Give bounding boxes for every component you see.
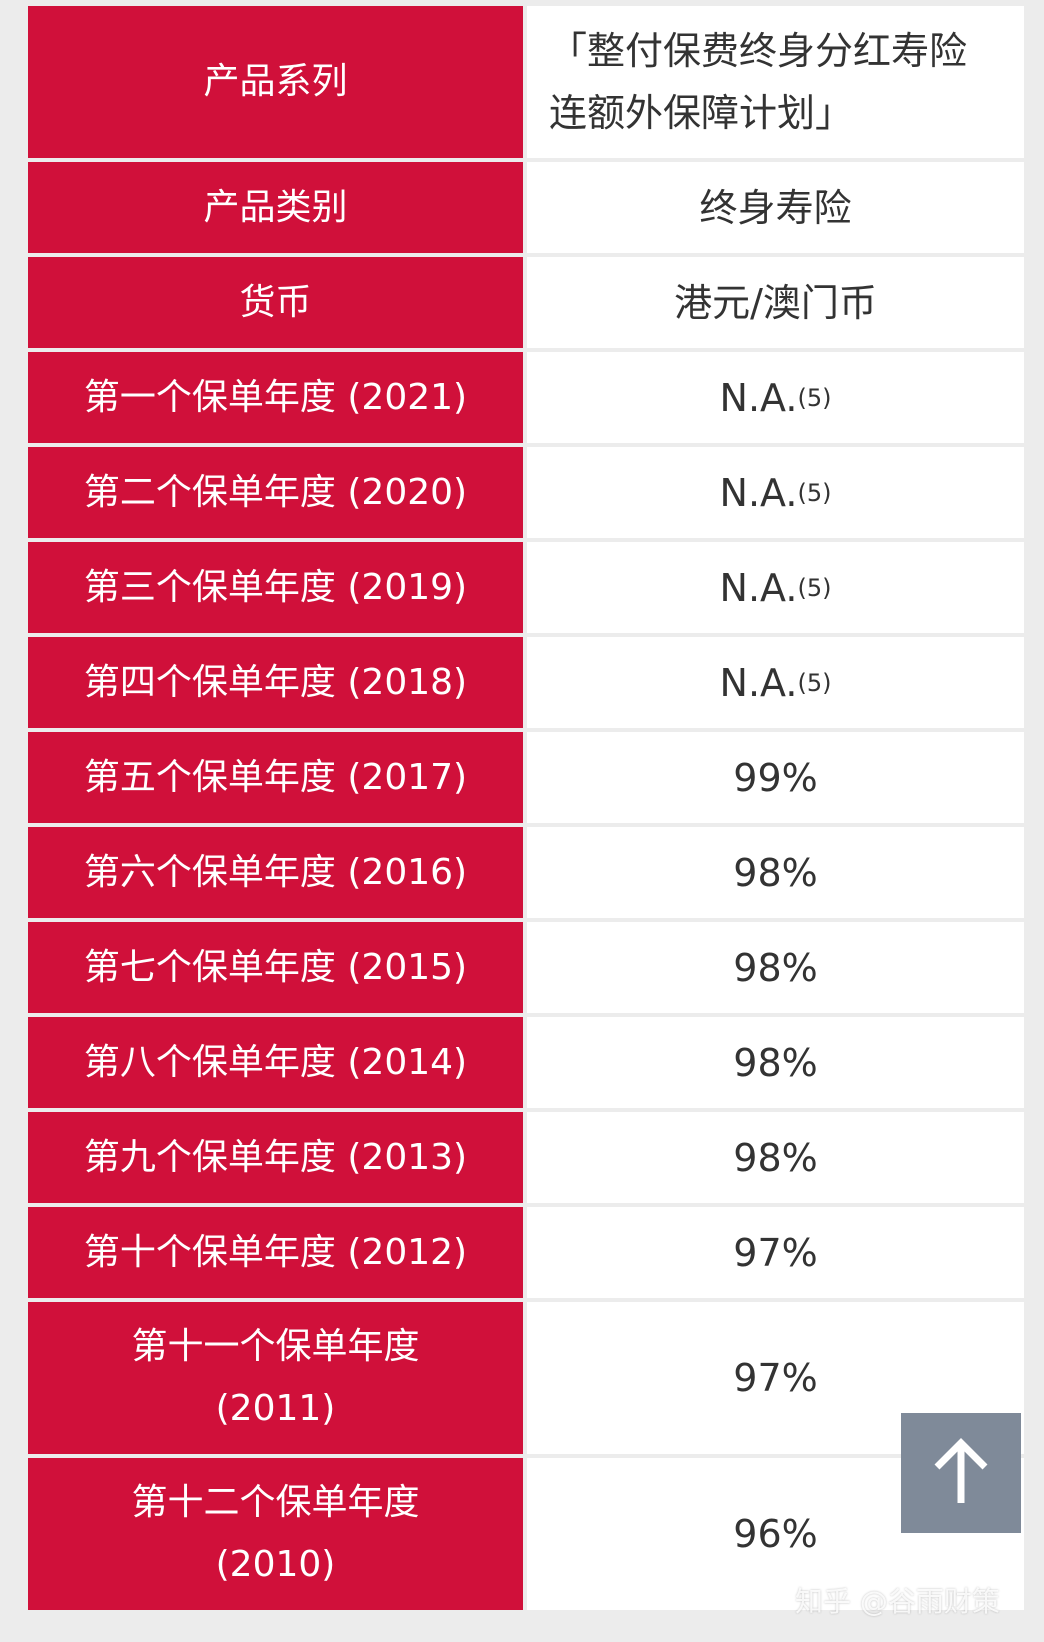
row-label: 产品系列	[203, 61, 348, 102]
row-value: 99%	[733, 755, 818, 800]
row-label: 第二个保单年度 (2020)	[83, 471, 468, 513]
row-value: N.A.	[719, 375, 798, 420]
value-cell: 98%	[527, 922, 1024, 1013]
value-cell: N.A. (5)	[527, 352, 1024, 443]
label-cell: 第九个保单年度 (2013)	[28, 1112, 523, 1203]
row-value: N.A.	[719, 470, 798, 515]
row-value: 终身寿险	[699, 185, 852, 230]
value-cell: 98%	[527, 827, 1024, 918]
row-value: 97%	[733, 1356, 818, 1400]
row-value: 98%	[733, 850, 818, 895]
row-label: 第三个保单年度 (2019)	[83, 566, 468, 608]
value-cell: 97%	[527, 1207, 1024, 1298]
row-label: 第九个保单年度 (2013)	[83, 1136, 468, 1178]
value-cell: N.A. (5)	[527, 637, 1024, 728]
value-cell: 「整付保费终身分红寿险连额外保障计划」	[527, 6, 1024, 158]
row-label: 货币	[239, 281, 312, 323]
row-value: N.A.	[719, 565, 798, 610]
table: 产品系列 「整付保费终身分红寿险连额外保障计划」产品类别 终身寿险货币 港元/澳门币第…	[28, 6, 1024, 1610]
row-label: 第七个保单年度 (2015)	[83, 946, 468, 988]
label-cell: 第十一个保单年度 (2011)	[28, 1302, 523, 1454]
label-cell: 第十个保单年度 (2012)	[28, 1207, 523, 1298]
label-cell: 第六个保单年度 (2016)	[28, 827, 523, 918]
value-cell: N.A. (5)	[527, 447, 1024, 538]
scroll-to-top-button[interactable]	[901, 1413, 1021, 1533]
row-value: 「整付保费终身分红寿险连额外保障计划」	[549, 29, 968, 135]
row-value: 98%	[733, 1040, 818, 1085]
value-cell: 港元/澳门币	[527, 257, 1024, 348]
row-value: 港元/澳门币	[674, 280, 877, 325]
label-cell: 第一个保单年度 (2021)	[28, 352, 523, 443]
value-cell: 98%	[527, 1112, 1024, 1203]
label-cell: 第五个保单年度 (2017)	[28, 732, 523, 823]
label-cell: 第二个保单年度 (2020)	[28, 447, 523, 538]
label-cell: 产品类别	[28, 162, 523, 253]
row-value: 98%	[733, 1135, 818, 1180]
row-value: 97%	[733, 1230, 818, 1275]
row-value: N.A.	[719, 660, 798, 705]
value-cell: N.A. (5)	[527, 542, 1024, 633]
label-cell: 第四个保单年度 (2018)	[28, 637, 523, 728]
label-cell: 产品系列	[28, 6, 523, 158]
value-cell: 终身寿险	[527, 162, 1024, 253]
label-cell: 货币	[28, 257, 523, 348]
value-cell: 99%	[527, 732, 1024, 823]
value-cell: 98%	[527, 1017, 1024, 1108]
row-value: 96%	[733, 1512, 818, 1556]
row-label: 第十一个保单年度 (2011)	[131, 1326, 420, 1429]
row-label: 产品类别	[203, 186, 348, 228]
arrow-up-icon	[934, 1438, 988, 1503]
row-label: 第六个保单年度 (2016)	[83, 851, 468, 893]
label-cell: 第八个保单年度 (2014)	[28, 1017, 523, 1108]
row-value: 98%	[733, 945, 818, 990]
label-cell: 第三个保单年度 (2019)	[28, 542, 523, 633]
row-label: 第十个保单年度 (2012)	[83, 1231, 468, 1273]
row-label: 第五个保单年度 (2017)	[83, 756, 468, 798]
row-label: 第一个保单年度 (2021)	[83, 376, 468, 418]
label-cell: 第十二个保单年度 (2010)	[28, 1458, 523, 1610]
label-cell: 第七个保单年度 (2015)	[28, 922, 523, 1013]
row-label: 第十二个保单年度 (2010)	[131, 1482, 420, 1585]
row-label: 第四个保单年度 (2018)	[83, 661, 468, 703]
watermark: 知乎 @谷雨财策	[795, 1585, 1000, 1618]
row-label: 第八个保单年度 (2014)	[83, 1041, 468, 1083]
